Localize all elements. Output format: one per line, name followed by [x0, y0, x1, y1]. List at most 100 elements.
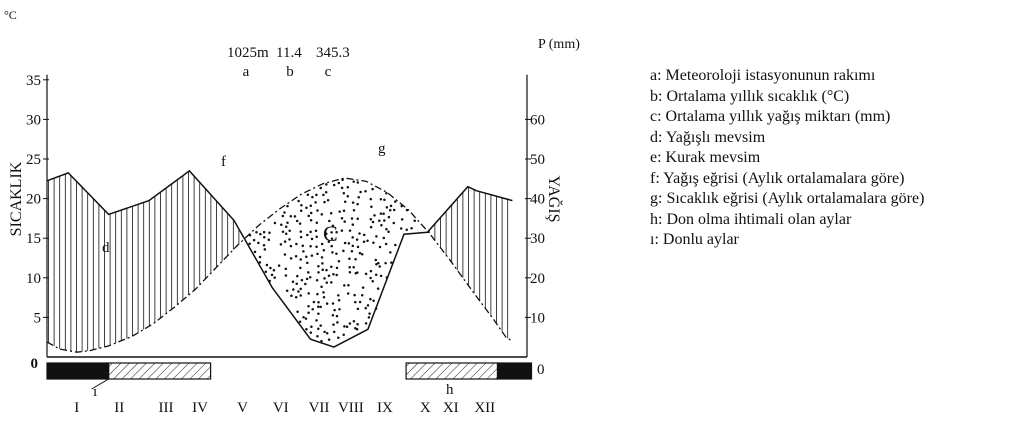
axes: [43, 74, 531, 358]
dry-season-dot: [376, 287, 380, 290]
dry-season-dot: [358, 300, 362, 304]
dry-season-dot: [319, 186, 322, 190]
dry-season-dot: [298, 320, 302, 324]
month-label: III: [159, 400, 174, 416]
dry-season-dot: [360, 253, 364, 256]
station-letter-c: c: [325, 64, 332, 80]
legend-item-c: c: Ortalama yıllık yağış miktarı (mm): [650, 108, 891, 125]
dry-season-dot: [309, 245, 312, 248]
dry-season-dot: [325, 331, 329, 335]
dry-season-dot: [346, 292, 350, 295]
dry-season-dot: [317, 312, 320, 315]
dry-season-dot: [279, 243, 283, 246]
dry-season-dot: [288, 229, 291, 232]
dry-season-dot: [259, 232, 262, 236]
dry-season-dot: [289, 257, 293, 260]
dry-season-dot: [310, 325, 313, 328]
dry-season-dot: [323, 200, 326, 204]
dry-season-dot: [307, 292, 310, 295]
month-label: IX: [377, 400, 393, 416]
dry-season-dot: [305, 206, 308, 209]
dry-season-dot: [369, 276, 372, 280]
dry-season-dot: [340, 186, 344, 190]
chart-labels: 5 10 15 20 25 30 35 10 20 30 40 50 60 0 0 °C P (mm) SICAK…: [4, 8, 580, 416]
annotation-h: h: [446, 382, 454, 398]
dry-season-dot: [331, 314, 335, 317]
dry-season-dot: [306, 261, 309, 265]
dry-season-dot: [327, 338, 331, 341]
dry-season-dot: [355, 327, 359, 331]
dry-season-dot: [356, 271, 359, 274]
dry-season-dot: [315, 221, 319, 224]
dry-season-dot: [299, 258, 302, 261]
dry-season-dot: [378, 219, 381, 222]
dry-season-dot: [369, 197, 373, 201]
dry-season-dot: [377, 261, 380, 265]
dry-season-dot: [311, 307, 314, 311]
month-label: VII: [309, 400, 330, 416]
dry-season-dot: [265, 263, 269, 267]
dry-season-dot: [380, 224, 383, 227]
dry-season-dot: [294, 295, 298, 299]
dry-season-dot: [342, 249, 345, 253]
dry-season-dot: [301, 244, 305, 248]
right-axis-title: YAĞIŞ: [545, 175, 564, 222]
dry-season-dot: [316, 292, 319, 296]
dry-season-dot: [348, 229, 352, 232]
dry-season-dot: [329, 211, 333, 215]
dry-season-dot: [383, 198, 386, 202]
dry-season-dot: [258, 261, 262, 264]
dry-season-dot: [328, 219, 331, 223]
dry-season-dot: [335, 266, 339, 270]
dry-season-dot: [296, 274, 299, 278]
dry-season-dot: [325, 302, 329, 305]
station-precip: 345.3: [316, 45, 350, 61]
dry-season-dot: [269, 266, 272, 270]
dry-season-dot: [348, 257, 351, 261]
dry-season-dot: [362, 240, 366, 243]
dry-season-dot: [325, 183, 328, 186]
precipitation-curve: [46, 169, 513, 348]
annotation-i: ı: [93, 384, 97, 400]
month-label: V: [237, 400, 248, 416]
dry-season-dot: [355, 238, 359, 241]
dry-season-dot: [319, 305, 322, 309]
legend-item-f: f: Yağış eğrisi (Aylık ortalamalara göre…: [650, 169, 905, 187]
dry-season-dot: [364, 272, 368, 276]
dry-season-dot: [369, 269, 373, 273]
dry-season-dot: [283, 240, 287, 243]
dry-season-dot: [322, 295, 326, 299]
dry-season-dot: [360, 294, 364, 297]
dry-season-dot: [310, 254, 314, 257]
dry-season-dot: [317, 264, 320, 268]
dry-season-dot: [286, 204, 289, 208]
dry-season-dot: [316, 252, 319, 256]
dry-season-dot: [348, 271, 352, 274]
dry-season-dot: [262, 243, 266, 247]
dry-season-dot: [337, 299, 341, 302]
dry-season-dot: [320, 242, 324, 246]
dry-season-dot: [283, 253, 287, 256]
month-label: VI: [273, 400, 289, 416]
station-mean-temp: 11.4: [276, 45, 302, 61]
dry-season-dot: [362, 233, 366, 237]
dry-season-dot: [382, 212, 385, 215]
dry-season-dot: [248, 242, 251, 246]
dry-season-dot: [315, 245, 318, 248]
dry-season-dot: [295, 282, 298, 285]
station-letter-b: b: [286, 64, 294, 80]
dry-season-dot: [351, 201, 355, 204]
dry-season-dot: [299, 209, 303, 212]
dry-season-dot: [263, 248, 267, 251]
dry-season-dot: [346, 194, 350, 198]
dry-season-dot: [358, 251, 362, 255]
month-label: VIII: [338, 400, 364, 416]
dry-season-dot: [379, 212, 383, 215]
dry-season-dot: [317, 305, 320, 309]
dry-season-dot: [252, 238, 256, 242]
dry-season-dot: [342, 209, 346, 213]
dry-season-dot: [255, 231, 258, 234]
dry-season-dot: [331, 224, 335, 228]
dry-season-dot: [321, 268, 324, 272]
dry-season-dot: [335, 252, 338, 256]
